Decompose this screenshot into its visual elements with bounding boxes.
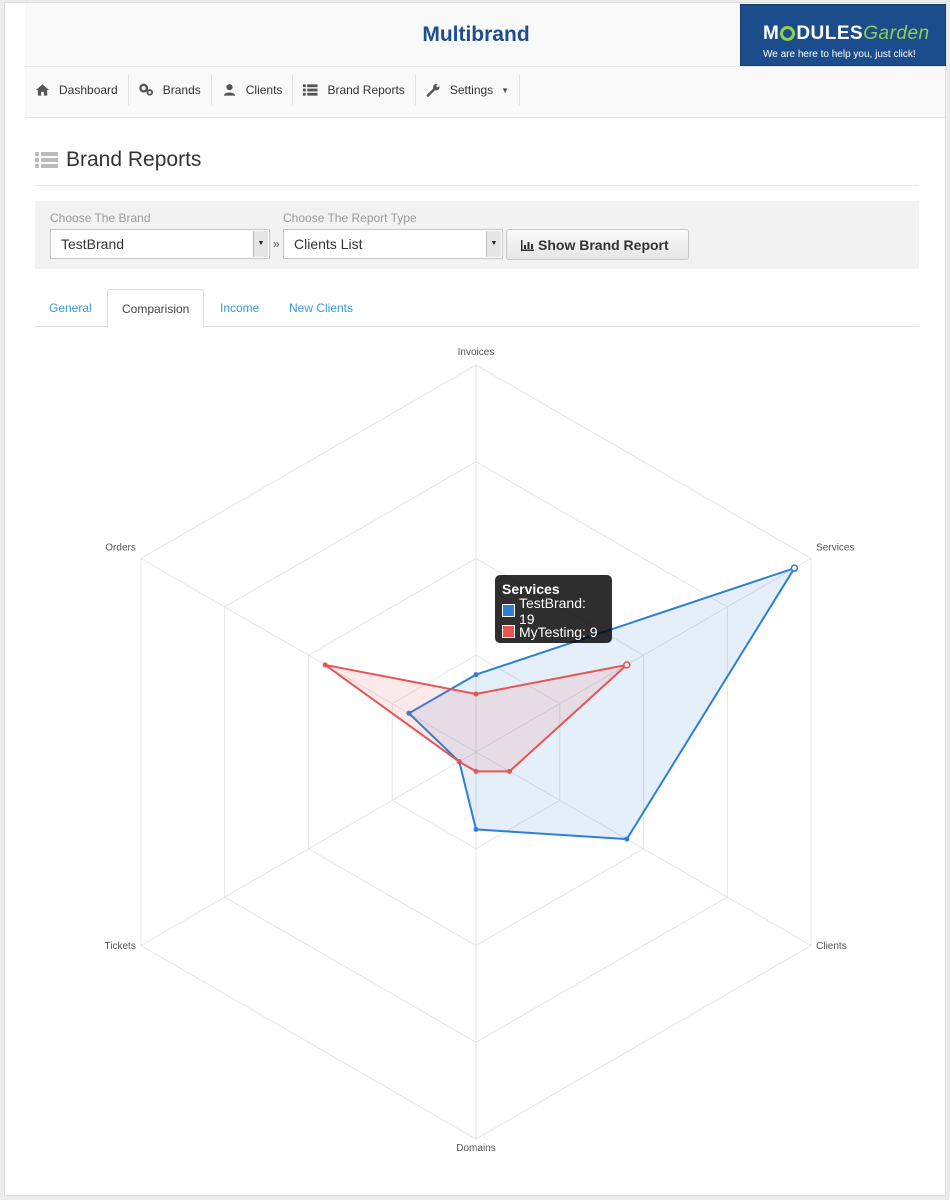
radar-axis-label: Services (816, 543, 854, 554)
tab-new-clients[interactable]: New Clients (289, 301, 354, 315)
wrench-icon (426, 84, 440, 97)
tooltip-row-text: TestBrand: 19 (518, 594, 586, 627)
radar-point (623, 661, 631, 669)
radar-axis-label: Domains (456, 1143, 495, 1154)
radar-spoke (475, 558, 812, 753)
report-type-value: Clients List (294, 236, 363, 252)
brand-select-label: Choose The Brand (50, 211, 151, 225)
logo-wordmark: M DULESGarden (763, 23, 930, 44)
header-divider (35, 185, 919, 186)
chevron-down-icon: ▼ (501, 85, 510, 95)
user-icon (223, 84, 235, 96)
tab-comparision[interactable]: Comparision (107, 289, 205, 328)
radar-axis-label: Clients (816, 941, 847, 952)
filter-separator: » (273, 237, 280, 251)
app-frame: Multibrand Dashboard Brands Clients Bran… (4, 2, 946, 1196)
show-brand-report-label: Show Brand Report (538, 237, 669, 253)
nav-divider (25, 66, 945, 67)
list-icon (35, 152, 58, 168)
main-nav: Dashboard Brands Clients Brand Reports S… (25, 75, 521, 105)
nav-item-dashboard[interactable]: Dashboard (25, 75, 129, 105)
tooltip-row: MyTesting: 9 (502, 621, 605, 642)
list-icon (303, 84, 318, 96)
radar-spoke (475, 751, 812, 946)
nav-label-clients: Clients (245, 83, 283, 97)
radar-point (406, 710, 412, 716)
bar-chart-icon (521, 240, 534, 251)
radar-point (322, 662, 328, 668)
modulesgarden-logo[interactable]: M DULESGarden We are here to help you, ju… (740, 4, 946, 66)
show-brand-report-button[interactable]: Show Brand Report (506, 229, 689, 260)
radar-point (456, 759, 462, 765)
brand-select[interactable]: TestBrand ▼ (50, 229, 270, 259)
radar-point (473, 672, 479, 678)
logo-tagline: We are here to help you, just click! (763, 49, 916, 60)
radar-point (507, 768, 513, 774)
nav-item-brand-reports[interactable]: Brand Reports (293, 75, 416, 105)
tooltip-swatch (502, 625, 515, 638)
nav-label-brands: Brands (162, 83, 201, 97)
nav-item-settings[interactable]: Settings ▼ (416, 75, 521, 105)
home-icon (35, 84, 50, 96)
radar-point (473, 691, 479, 697)
radar-point (473, 826, 479, 832)
radar-axis-label: Invoices (458, 347, 495, 358)
tooltip-row: TestBrand: 19 (502, 595, 605, 627)
nav-label-settings: Settings (449, 83, 494, 97)
page-title: Brand Reports (66, 148, 202, 171)
cogs-icon (138, 83, 153, 96)
tab-general[interactable]: General (49, 301, 92, 315)
radar-point (473, 768, 479, 774)
report-type-select[interactable]: Clients List ▼ (283, 229, 503, 259)
chevron-down-icon[interactable]: ▼ (486, 231, 501, 257)
nav-item-brands[interactable]: Brands (129, 75, 212, 105)
tooltip-row-text: MyTesting: 9 (519, 623, 598, 640)
tooltip-title: Services (502, 581, 560, 597)
chart-tooltip: Services TestBrand: 19 MyTesting: 9 (495, 575, 612, 643)
radar-axis-label: Tickets (105, 941, 136, 952)
brand-select-value: TestBrand (61, 236, 125, 252)
radar-spoke (140, 558, 477, 753)
page-header: Brand Reports (35, 148, 201, 172)
nav-label-dashboard: Dashboard (59, 83, 118, 97)
radar-axis-label: Orders (105, 543, 136, 554)
tooltip-swatch (502, 604, 515, 617)
nav-item-clients[interactable]: Clients (212, 75, 294, 105)
chevron-down-icon[interactable]: ▼ (253, 231, 268, 257)
radar-point (624, 836, 630, 842)
radar-spoke (140, 751, 477, 946)
app-title: Multibrand (422, 23, 530, 46)
radar-point (790, 564, 799, 572)
nav-label-brand-reports: Brand Reports (327, 83, 405, 97)
tab-income[interactable]: Income (220, 301, 260, 315)
report-tabs: General Comparision Income New Clients (35, 289, 919, 328)
report-filters: Choose The Brand TestBrand ▼ » Choose Th… (35, 201, 919, 269)
report-type-label: Choose The Report Type (283, 211, 417, 225)
